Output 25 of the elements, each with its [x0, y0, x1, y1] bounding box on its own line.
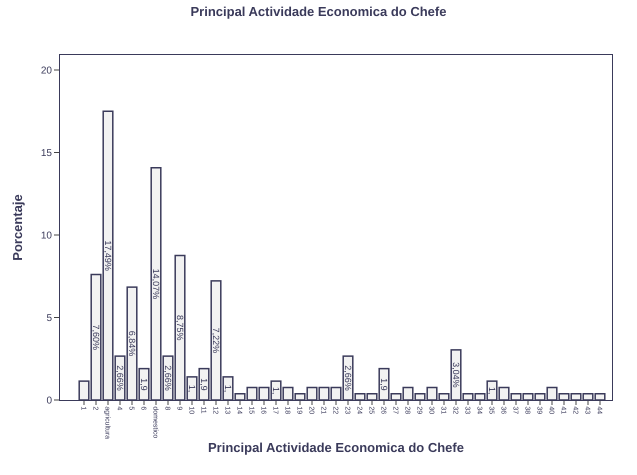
data-label: 6,84% [127, 330, 137, 356]
data-label: 14,07% [151, 268, 161, 300]
data-label: 2,66% [115, 365, 125, 391]
y-tick-label: 20 [40, 65, 52, 76]
y-tick-label: 5 [46, 312, 52, 324]
y-tick-label: 10 [40, 230, 52, 242]
y-tick-label: 0 [46, 396, 52, 406]
data-label: 3,04% [451, 362, 461, 388]
data-label: 17,49% [103, 240, 113, 271]
chart-title: Principal Actividade Economica do Chefe [190, 4, 446, 20]
data-label: 8,75% [175, 315, 185, 341]
data-label: 1, [487, 386, 497, 394]
data-label: 1, [187, 384, 197, 392]
data-label: 7,60% [91, 324, 101, 350]
y-axis-title: Porcentaje [10, 194, 25, 261]
data-label: 7,22% [211, 328, 221, 354]
data-label: 1, [223, 384, 233, 392]
data-label: 1,9 [139, 378, 149, 391]
data-label: 2,66% [343, 365, 353, 391]
data-label: 1,9 [199, 378, 209, 391]
data-label: 2,66% [163, 365, 173, 391]
data-label: 1,9 [379, 378, 389, 391]
y-tick-label: 15 [40, 148, 52, 159]
x-axis-title: Principal Actividade Economica do Chefe [208, 440, 464, 455]
data-label: 1, [271, 386, 281, 394]
